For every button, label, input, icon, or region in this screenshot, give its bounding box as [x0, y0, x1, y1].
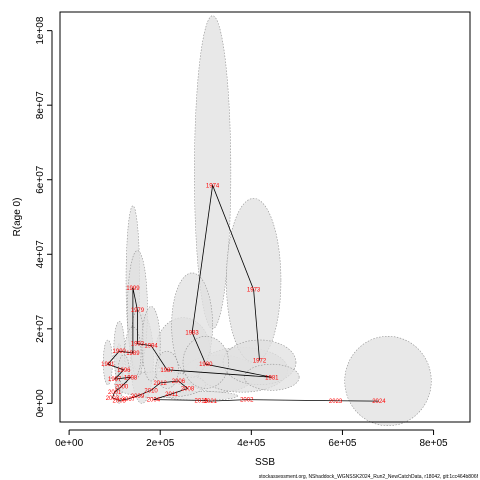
- x-tick-label: 4e+05: [237, 438, 266, 449]
- point-label-1983: 1983: [185, 331, 199, 337]
- point-label-2003: 2003: [106, 396, 120, 402]
- x-tick-label: 6e+05: [328, 438, 357, 449]
- point-label-2011: 2011: [165, 392, 179, 398]
- point-label-2002: 2002: [240, 398, 254, 404]
- point-label-2006: 2006: [172, 379, 186, 385]
- point-label-2004: 2004: [147, 398, 161, 404]
- point-label-2024: 2024: [372, 399, 386, 405]
- point-label-1987: 1987: [160, 368, 174, 374]
- plot-frame: [59, 11, 471, 423]
- point-label-1993: 1993: [131, 342, 145, 348]
- point-label-1994: 1994: [144, 344, 158, 350]
- y-axis: 0e+00 2e+07 4e+07 6e+07 8e+07 1e+08: [35, 16, 53, 418]
- x-tick-label: 2e+05: [146, 438, 175, 449]
- x-axis-label: SSB: [255, 457, 275, 468]
- confidence-ellipses: [102, 15, 432, 427]
- ellipse-1994: [141, 306, 161, 382]
- y-tick-label: 8e+07: [35, 91, 46, 120]
- ellipse-1991: [102, 339, 113, 386]
- point-label-1996: 1996: [117, 368, 131, 374]
- point-label-2015: 2015: [195, 398, 209, 404]
- point-label-2001: 2001: [108, 390, 122, 396]
- point-label-1979: 1979: [131, 308, 145, 314]
- ellipse-5: [344, 335, 432, 427]
- point-label-1972: 1972: [253, 359, 267, 365]
- point-label-2023: 2023: [329, 399, 343, 405]
- point-label-2012: 2012: [154, 381, 168, 387]
- point-label-2010: 2010: [144, 388, 158, 394]
- x-tick-label: 8e+05: [420, 438, 449, 449]
- point-label-2021: 2021: [204, 399, 218, 405]
- point-label-1997: 1997: [108, 377, 122, 383]
- point-label-1981: 1981: [265, 375, 279, 381]
- point-label-1991: 1991: [101, 362, 115, 368]
- trajectory-path: [107, 183, 379, 402]
- y-tick-label: 6e+07: [35, 165, 46, 194]
- point-label-1980: 1980: [199, 362, 213, 368]
- trajectory-lines: [107, 183, 379, 402]
- point-label-2000: 2000: [115, 385, 129, 391]
- point-label-2007: 2007: [122, 397, 136, 403]
- point-label-2008: 2008: [181, 386, 195, 392]
- x-axis: 0e+00 2e+05 4e+05 6e+05 8e+05: [55, 429, 449, 449]
- year-labels: 1974 1973 1972 1981 1983 1980 1999 1979 1993 1994…: [101, 183, 386, 405]
- point-label-1998: 1998: [124, 375, 138, 381]
- y-tick-label: 2e+07: [35, 314, 46, 343]
- x-tick-label: 0e+00: [55, 438, 84, 449]
- point-label-1973: 1973: [247, 288, 261, 294]
- point-label-1999: 1999: [126, 286, 140, 292]
- y-tick-label: 4e+07: [35, 240, 46, 269]
- ellipse-1980: [182, 335, 229, 389]
- ellipse-1973: [225, 198, 282, 363]
- point-label-1989: 1989: [126, 351, 140, 357]
- point-label-1990: 1990: [113, 349, 127, 355]
- footer-credit: stockassessment.org, NShaddock_WGNSSK202…: [259, 474, 479, 480]
- point-label-1974: 1974: [206, 183, 220, 189]
- point-label-2009: 2009: [131, 394, 145, 400]
- y-tick-label: 0e+00: [35, 389, 46, 418]
- y-tick-label: 1e+08: [35, 16, 46, 45]
- y-axis-label: R(age 0): [12, 198, 23, 237]
- point-label-2005: 2005: [113, 398, 127, 404]
